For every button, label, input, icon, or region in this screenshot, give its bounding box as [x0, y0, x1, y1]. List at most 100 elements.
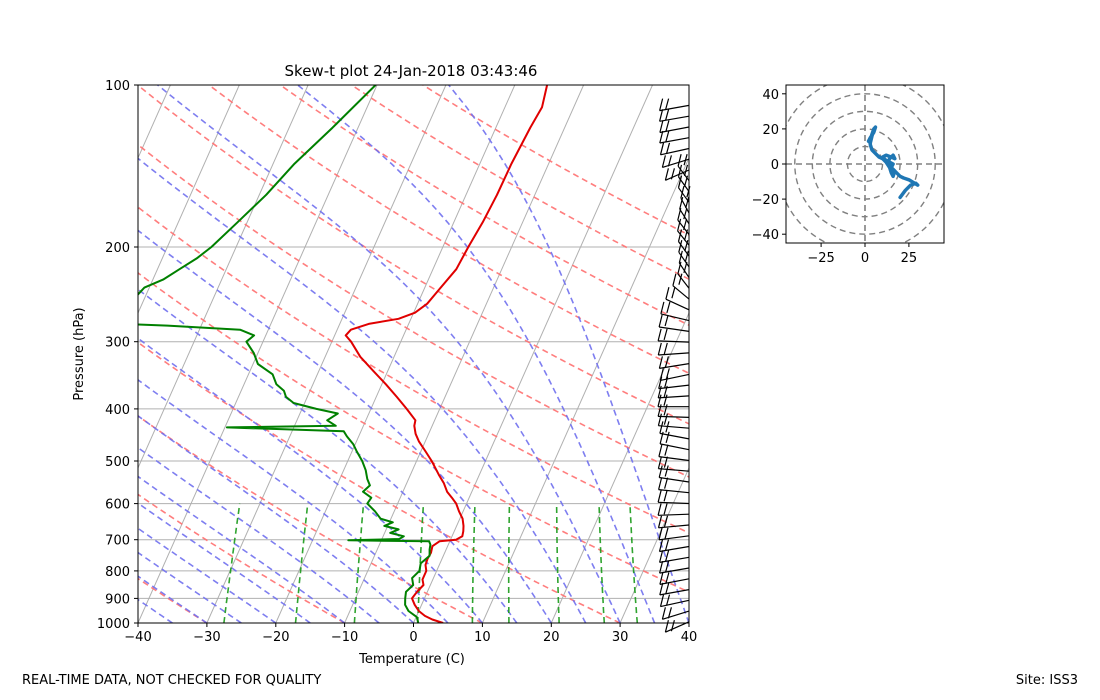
moist-adiabat: [138, 475, 346, 623]
moist-adiabat: [448, 85, 689, 623]
wind-barb-shaft: [658, 468, 690, 472]
x-tick-label: 20: [543, 630, 560, 645]
wind-barb-flag: [678, 240, 683, 253]
x-tick-label: 40: [681, 630, 698, 645]
dry-adiabat: [422, 85, 689, 236]
wind-barb-flag: [657, 515, 663, 528]
wind-barb-shaft: [678, 187, 690, 203]
wind-barb-shaft: [659, 137, 690, 144]
y-axis-label: Pressure (hPa): [72, 307, 87, 400]
wind-barb-shaft: [658, 524, 690, 529]
wind-barb-flag: [665, 594, 671, 606]
dry-adiabat: [279, 85, 689, 327]
mixing-ratio-line: [353, 503, 365, 623]
wind-barb-shaft: [659, 115, 690, 122]
wind-barb-shaft: [658, 395, 690, 399]
wind-barb-shaft: [662, 610, 690, 620]
wind-barb-flag: [665, 98, 670, 110]
x-tick-label: −40: [124, 630, 151, 645]
isotherm-line: [138, 85, 309, 470]
wind-barb-shaft: [658, 456, 690, 462]
wind-barb-shaft: [680, 197, 690, 214]
mixing-ratio-line: [555, 503, 560, 623]
hodograph-y-tick-label: 0: [771, 158, 779, 173]
wind-barb-shaft: [678, 176, 690, 192]
wind-barb-shaft: [665, 621, 690, 633]
wind-barb-flag: [665, 368, 670, 380]
x-tick-label: 0: [409, 630, 417, 645]
hodograph-y-tick-label: 20: [762, 123, 779, 138]
mixing-ratio-line: [471, 503, 476, 623]
site-label: Site: ISS3: [1015, 673, 1078, 688]
wind-barb-shaft: [658, 352, 690, 356]
wind-barb-shaft: [659, 104, 690, 112]
y-tick-label: 200: [105, 241, 130, 256]
moist-adiabat: [138, 337, 484, 623]
wind-barb-shaft: [660, 599, 690, 608]
wind-barb-flag: [663, 404, 668, 416]
dry-adiabat: [138, 85, 689, 425]
wind-barb-flag: [659, 142, 665, 155]
wind-barb-shaft: [658, 415, 690, 418]
skewt-background-lines: [138, 85, 997, 623]
isotherm-line: [344, 85, 585, 623]
wind-barb-shaft: [678, 241, 690, 257]
dry-adiabat: [138, 206, 689, 534]
wind-barb-flag: [670, 168, 675, 180]
x-tick-label: −10: [331, 630, 358, 645]
y-tick-label: 1000: [97, 617, 130, 632]
wind-barb-flag: [664, 168, 669, 181]
wind-barb-flag: [657, 413, 662, 426]
hodograph-rings: [786, 85, 944, 243]
wind-barb-flag: [667, 607, 672, 619]
mixing-ratio-line: [507, 503, 511, 623]
mixing-ratio-line: [294, 503, 309, 623]
mixing-ratio-line: [629, 503, 639, 623]
wind-barb-flag: [658, 314, 663, 328]
wind-barb-shaft: [659, 326, 690, 332]
wind-barb-shaft: [658, 501, 690, 505]
wind-barb-flag: [670, 620, 675, 632]
wind-barb-flag: [658, 444, 663, 457]
wind-barb-shaft: [658, 384, 690, 390]
wind-barb-flag: [677, 218, 682, 232]
wind-barb-shaft: [672, 285, 690, 300]
wind-barb-flag: [665, 431, 670, 444]
wind-barb-flag: [679, 196, 684, 210]
wind-barb-flag: [663, 413, 668, 425]
dry-adiabat: [138, 271, 689, 593]
wind-barb-flag: [663, 490, 668, 502]
wind-barb-shaft: [659, 126, 690, 134]
wind-barb-shaft: [660, 373, 690, 381]
wind-barb-shaft: [658, 340, 690, 343]
dry-adiabat: [208, 85, 689, 375]
hodograph-y-tick-label: 40: [762, 88, 779, 103]
wind-barb-shaft: [665, 298, 690, 311]
moist-adiabat: [138, 414, 415, 623]
wind-barb-flag: [663, 515, 669, 527]
wind-barb-flag: [678, 273, 683, 285]
wind-barb-flag: [663, 342, 668, 355]
wind-barb-flag: [665, 550, 670, 562]
isotherm-line: [758, 85, 997, 623]
wind-barb-flag: [683, 164, 689, 177]
wind-barb-shaft: [665, 169, 690, 181]
wind-barb-shaft: [662, 158, 690, 168]
hodograph-y-tick-label: −40: [752, 228, 779, 243]
isotherm-line: [619, 466, 689, 623]
y-tick-label: 600: [105, 498, 130, 513]
wind-barb-flag: [678, 250, 683, 264]
wind-barb-flag: [659, 550, 664, 563]
temperature-profile-line: [344, 85, 549, 623]
skewt-data-series: [138, 85, 549, 623]
dry-adiabat: [138, 414, 483, 623]
wind-barb-shaft: [659, 556, 690, 563]
wind-barb-flag: [685, 196, 690, 209]
wind-barb-flag: [659, 582, 664, 596]
wind-barb-flag: [661, 607, 666, 620]
mixing-ratio-line: [223, 503, 241, 623]
wind-barb-shaft: [659, 545, 690, 553]
isotherm-line: [138, 85, 240, 315]
wind-barb-flag: [659, 368, 664, 381]
